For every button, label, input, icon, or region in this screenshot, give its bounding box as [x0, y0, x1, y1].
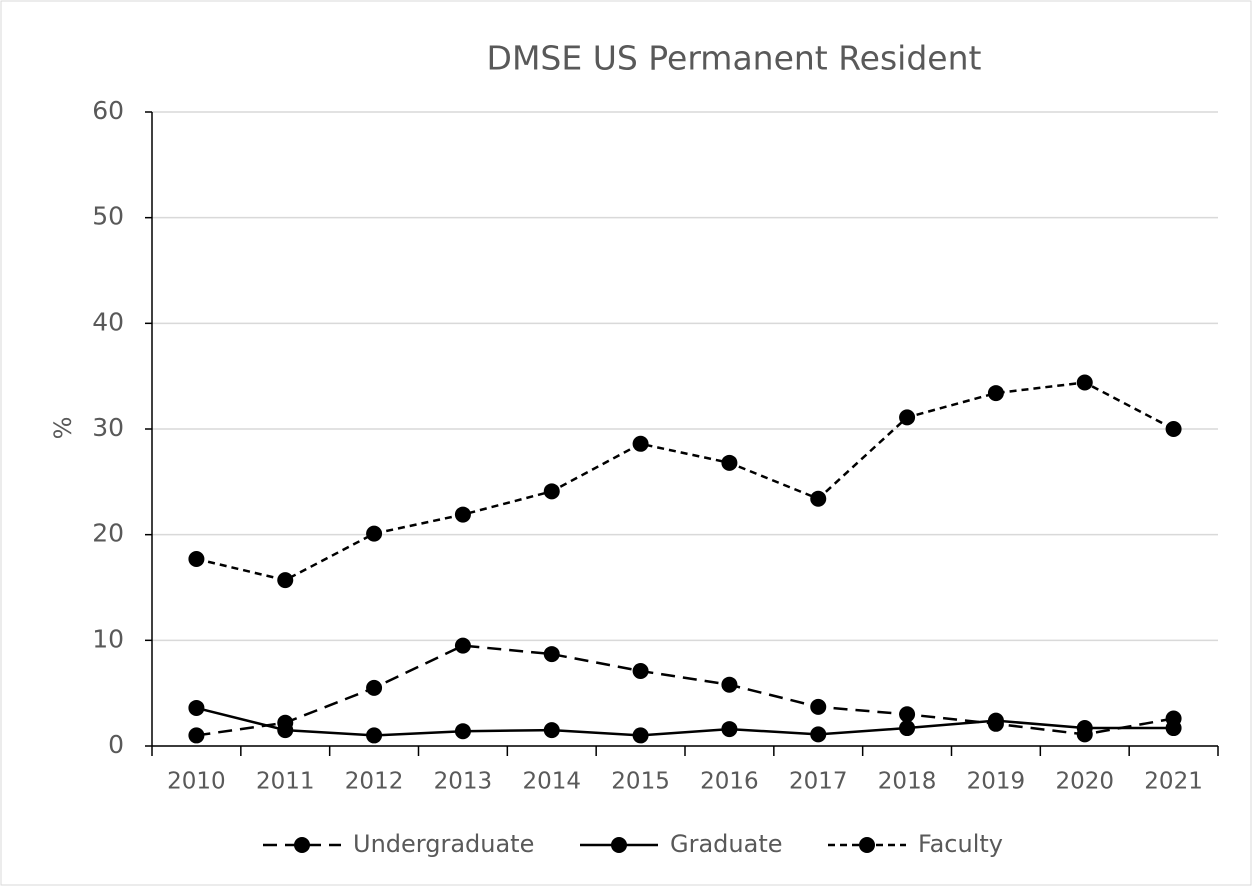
- x-tick-label: 2016: [700, 769, 759, 795]
- legend-label: Faculty: [918, 830, 1003, 858]
- x-tick-label: 2021: [1144, 769, 1203, 795]
- data-point: [987, 385, 1004, 402]
- data-point: [366, 727, 383, 744]
- series-line: [196, 644, 1174, 737]
- y-tick-label: 30: [92, 413, 124, 442]
- x-tick-label: 2018: [878, 769, 937, 795]
- data-point: [454, 506, 471, 523]
- data-point: [366, 679, 383, 696]
- data-point: [277, 572, 294, 589]
- data-point: [366, 525, 383, 542]
- data-point: [1076, 720, 1093, 737]
- data-point: [1165, 720, 1182, 737]
- y-tick-label: 60: [92, 96, 124, 125]
- data-point: [188, 550, 205, 567]
- y-axis-label: %: [49, 417, 77, 440]
- data-point: [277, 722, 294, 739]
- data-point: [543, 483, 560, 500]
- legend-label: Undergraduate: [353, 830, 534, 858]
- y-tick-label: 40: [92, 307, 124, 336]
- data-point: [188, 699, 205, 716]
- series-line: [196, 381, 1175, 582]
- data-point: [810, 698, 827, 715]
- x-tick-label: 2013: [434, 769, 493, 795]
- series-line: [196, 706, 1174, 737]
- data-point: [454, 637, 471, 654]
- legend-marker: [611, 837, 627, 853]
- data-point: [543, 646, 560, 663]
- data-point: [454, 723, 471, 740]
- x-tick-label: 2010: [167, 769, 226, 795]
- legend-label: Graduate: [670, 830, 783, 858]
- data-point: [899, 409, 916, 426]
- data-point: [899, 720, 916, 737]
- data-point: [543, 722, 560, 739]
- data-point: [721, 454, 738, 471]
- data-point: [188, 727, 205, 744]
- data-point: [721, 721, 738, 738]
- x-tick-label: 2012: [345, 769, 404, 795]
- x-tick-label: 2019: [967, 769, 1026, 795]
- x-tick-label: 2017: [789, 769, 848, 795]
- data-point: [632, 727, 649, 744]
- x-tick-label: 2011: [256, 769, 315, 795]
- data-point: [810, 490, 827, 507]
- data-point: [1076, 374, 1093, 391]
- data-point: [899, 706, 916, 723]
- y-tick-label: 20: [92, 519, 124, 548]
- y-tick-label: 0: [108, 730, 124, 759]
- y-tick-label: 50: [92, 202, 124, 231]
- x-tick-label: 2014: [522, 769, 581, 795]
- data-point: [632, 435, 649, 452]
- data-point: [632, 662, 649, 679]
- legend-marker: [859, 837, 875, 853]
- data-point: [721, 676, 738, 693]
- legend-marker: [294, 837, 310, 853]
- x-tick-label: 2015: [611, 769, 670, 795]
- data-point: [810, 726, 827, 743]
- y-tick-label: 10: [92, 624, 124, 653]
- data-point: [987, 712, 1004, 729]
- chart-title: DMSE US Permanent Resident: [487, 39, 982, 78]
- data-point: [1165, 421, 1182, 437]
- x-tick-label: 2020: [1055, 769, 1114, 795]
